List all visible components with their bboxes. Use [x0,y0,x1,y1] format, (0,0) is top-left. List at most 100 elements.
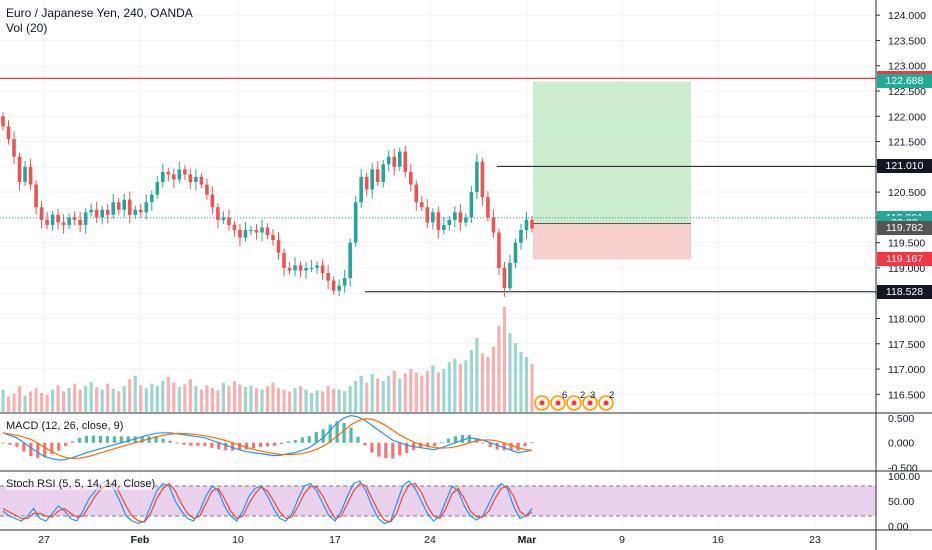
volume-bar [188,379,192,412]
candle-body [227,217,231,225]
price-tick-label: 120.500 [888,187,926,199]
macd-histogram-bar [398,442,402,456]
long-position-stop-zone[interactable] [533,223,691,260]
candle-body [447,219,452,225]
macd-histogram-bar [377,442,381,457]
price-tick-label: 122.500 [888,86,926,98]
volume-bar [117,391,121,412]
volume-bar [403,373,407,412]
macd-histogram-bar [495,442,499,450]
macd-histogram-bar [147,436,151,443]
candle-body [436,212,441,231]
event-marker-dot [539,400,545,406]
candle-body [298,265,303,271]
time-tick-label: 10 [232,534,244,546]
event-marker-count: 6 [562,390,567,401]
candle-body [497,232,501,268]
volume-bar [271,382,275,412]
price-tag: 118.528 [877,284,932,299]
macd-legend[interactable]: MACD (12, 26, close, 9) [6,420,124,432]
candle-body [254,230,259,233]
candle-body [397,151,402,167]
macd-histogram-bar [22,442,26,452]
macd-histogram-bar [307,436,311,443]
macd-histogram-bar [328,424,332,443]
event-marker-dot [571,400,577,406]
candle-body [216,207,220,220]
candle-body [67,217,71,225]
candle-body [530,219,534,229]
price-tick-label: 124.000 [888,10,926,22]
candle-body [326,272,330,281]
candle-body [293,265,297,271]
volume-bar [133,375,137,412]
price-tick-label: 119.500 [888,238,925,250]
volume-bar [177,387,181,412]
time-tick-label: 9 [619,534,625,546]
volume-bar [458,363,462,412]
candle-body [403,151,408,172]
long-position-target-zone[interactable] [533,81,691,224]
stoch-rsi-pane[interactable] [0,470,932,525]
candle-body [45,219,49,225]
stoch-tick-label: 0.00 [888,521,909,533]
candle-body [315,265,319,268]
volume-bar [23,395,27,412]
macd-histogram-bar [154,437,158,443]
macd-histogram-bar [516,442,520,451]
candle-body [419,202,424,208]
volume-bar [150,383,154,412]
time-tick-label: Mar [518,534,537,546]
macd-histogram-bar [530,442,534,444]
volume-bar [111,388,115,412]
macd-histogram-bar [265,442,270,447]
volume-bar [442,368,446,412]
macd-histogram-bar [57,442,61,451]
volume-bar [365,382,369,412]
macd-histogram-bar [224,442,228,451]
candle-body [188,174,193,182]
candle-body [116,202,121,210]
event-marker-dot [603,400,609,406]
candle-body [309,267,314,269]
volume-bar [392,370,396,412]
volume-bar [249,385,253,412]
volume-bar [216,390,220,412]
macd-histogram-bar [161,438,165,443]
macd-histogram-bar [245,442,249,450]
stoch-rsi-legend[interactable]: Stoch RSI (5, 5, 14, 14, Close) [6,478,156,490]
volume-bar [376,378,380,412]
candle-body [127,199,132,215]
horizontal-levels[interactable] [0,77,876,293]
macd-histogram-bar [356,436,360,443]
candle-body [364,176,369,190]
volume-bar [199,389,203,412]
time-tick-label: 17 [329,534,341,546]
macd-histogram-bar [300,437,304,443]
volume-legend[interactable]: Vol (20) [6,21,48,35]
symbol-title[interactable]: Euro / Japanese Yen, 240, OANDA [6,6,193,20]
macd-histogram-bar [71,441,75,443]
candle-body [28,166,33,185]
volume-bar [144,387,148,412]
volume-bar [34,387,38,412]
macd-pane[interactable] [0,412,932,461]
candle-body [72,217,77,220]
candle-body [194,176,198,182]
macd-histogram-bar [425,442,430,447]
volume-bar [354,381,358,412]
volume-bar [62,391,66,412]
candle-body [172,174,176,180]
candle-body [359,176,363,203]
volume-bar [315,390,319,412]
volume-bar [359,375,363,412]
candle-body [50,214,55,225]
stoch-tick-label: 100.00 [888,471,920,483]
candle-body [353,202,358,243]
candle-body [89,209,93,213]
volume-bar [254,387,259,412]
candle-body [458,212,463,223]
macd-histogram-bar [15,442,19,447]
